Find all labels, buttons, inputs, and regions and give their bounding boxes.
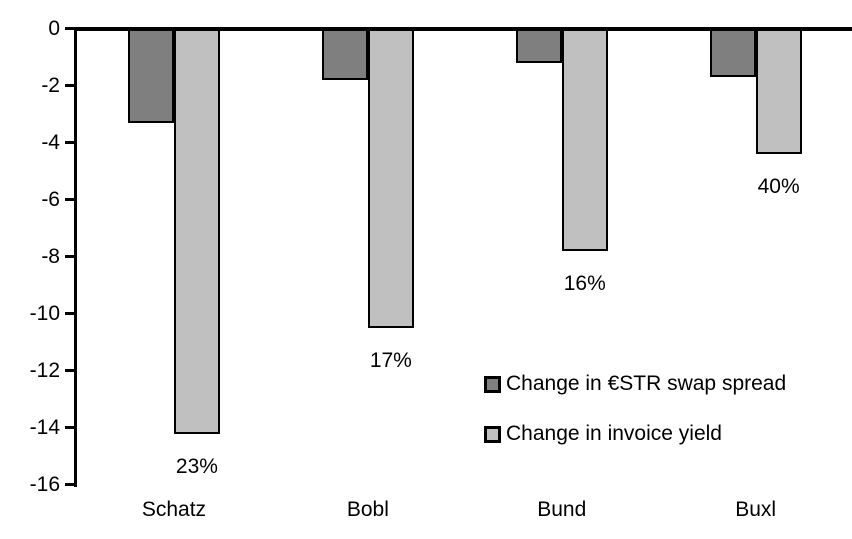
legend-item-invoice-yield: Change in invoice yield [484, 422, 786, 446]
bar-invoice-yield-bund [561, 28, 608, 252]
bar-value-label: 17% [369, 349, 412, 373]
bar-invoice-yield-buxl [755, 28, 802, 155]
y-tick-mark [65, 27, 77, 30]
legend-swatch-dark-icon [484, 375, 501, 393]
bar-swap-spread-bobl [321, 28, 368, 80]
y-tick-label: -12 [29, 358, 60, 382]
x-category-label-buxl: Buxl [735, 498, 777, 521]
y-tick-mark [65, 312, 77, 316]
y-tick-mark [65, 426, 77, 430]
legend-item-swap-spread: Change in €STR swap spread [484, 372, 786, 396]
zero-baseline [73, 27, 852, 31]
x-category-label-bobl: Bobl [346, 498, 389, 521]
y-tick-label: -10 [29, 301, 60, 325]
y-tick-mark [65, 369, 77, 373]
y-tick-label: -14 [29, 415, 60, 439]
bar-value-label: 40% [757, 175, 800, 199]
bar-invoice-yield-bobl [367, 28, 414, 329]
y-tick-mark [65, 198, 77, 202]
bar-swap-spread-bund [515, 28, 562, 63]
y-axis-line [73, 27, 78, 487]
y-tick-label: -2 [41, 73, 60, 97]
y-tick-label: -8 [41, 244, 60, 268]
y-tick-mark [65, 141, 77, 145]
bar-swap-spread-schatz [127, 28, 174, 123]
y-tick-mark [65, 483, 77, 487]
x-category-label-schatz: Schatz [141, 498, 207, 521]
bar-value-label: 23% [175, 454, 218, 478]
legend-swatch-light-icon [484, 425, 501, 443]
legend-label: Change in invoice yield [506, 422, 722, 445]
bar-swap-spread-buxl [709, 28, 756, 77]
y-tick-mark [65, 84, 77, 88]
bar-invoice-yield-schatz [173, 28, 220, 434]
y-tick-label: 0 [48, 16, 60, 40]
legend: Change in €STR swap spread Change in inv… [484, 372, 786, 472]
x-category-label-bund: Bund [537, 498, 587, 521]
y-tick-label: -4 [41, 130, 60, 154]
bar-value-label: 16% [563, 272, 606, 296]
legend-label: Change in €STR swap spread [506, 372, 787, 395]
y-tick-label: -16 [29, 472, 60, 496]
y-tick-mark [65, 255, 77, 259]
y-tick-label: -6 [41, 187, 60, 211]
